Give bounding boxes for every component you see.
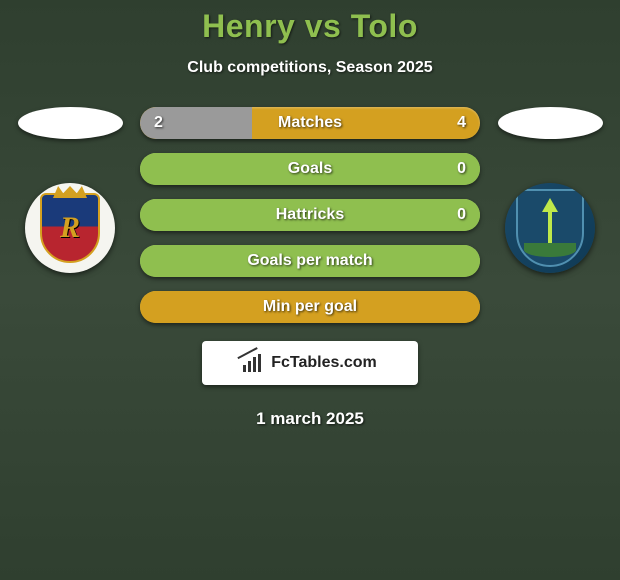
left-column: R: [10, 107, 130, 273]
page-title: Henry vs Tolo: [202, 8, 418, 45]
footer-date: 1 march 2025: [256, 409, 364, 429]
bar-matches-right-value: 4: [457, 107, 466, 139]
stat-bars: 2 Matches 4 Goals 0 Hattricks 0 Goals pe…: [130, 107, 490, 323]
bar-matches-label: Matches: [140, 107, 480, 139]
bar-goals-right-value: 0: [457, 153, 466, 185]
bar-matches: 2 Matches 4: [140, 107, 480, 139]
bar-hattricks: Hattricks 0: [140, 199, 480, 231]
vs-text: vs: [305, 8, 342, 44]
bar-goals-per-match: Goals per match: [140, 245, 480, 277]
watermark-text: FcTables.com: [271, 354, 377, 372]
bar-mpg-label: Min per goal: [140, 291, 480, 323]
bar-hattricks-right-value: 0: [457, 199, 466, 231]
wave-icon: [524, 243, 576, 257]
team1-crest-letter: R: [60, 211, 80, 245]
bar-gpm-label: Goals per match: [140, 245, 480, 277]
watermark[interactable]: FcTables.com: [202, 341, 418, 385]
subtitle: Club competitions, Season 2025: [187, 59, 432, 77]
bar-min-per-goal: Min per goal: [140, 291, 480, 323]
bar-goals: Goals 0: [140, 153, 480, 185]
player1-headshot-placeholder: [18, 107, 123, 139]
player1-name: Henry: [202, 8, 295, 44]
bar-hattricks-label: Hattricks: [140, 199, 480, 231]
team1-crest: R: [25, 183, 115, 273]
comparison-card: Henry vs Tolo Club competitions, Season …: [0, 0, 620, 429]
team1-crest-shield: R: [40, 193, 100, 263]
team2-crest: [505, 183, 595, 273]
player2-name: Tolo: [351, 8, 418, 44]
main-area: R 2 Matches 4 Goals 0 Hattricks 0: [0, 107, 620, 323]
chart-icon: [243, 354, 265, 372]
space-needle-icon: [548, 208, 552, 248]
team2-crest-shield: [516, 189, 584, 267]
bar-goals-label: Goals: [140, 153, 480, 185]
crown-icon: [53, 186, 87, 198]
player2-headshot-placeholder: [498, 107, 603, 139]
right-column: [490, 107, 610, 273]
